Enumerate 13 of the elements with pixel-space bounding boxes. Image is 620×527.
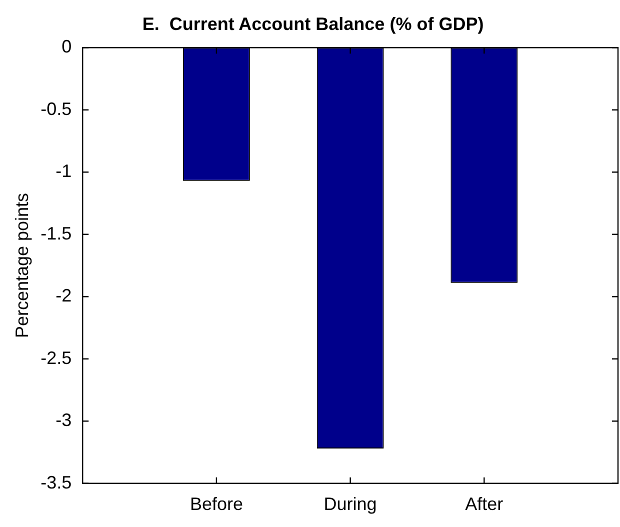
x-tick-label: After xyxy=(465,494,504,514)
y-tick-label: -3.5 xyxy=(40,472,72,492)
y-tick-label: -1 xyxy=(56,161,72,182)
y-tick-label: 0 xyxy=(62,36,72,57)
y-tick-label: -2.5 xyxy=(40,348,72,368)
y-axis-title: Percentage points xyxy=(12,192,32,338)
y-tick-label: -2 xyxy=(56,286,72,306)
chart-title: E. Current Account Balance (% of GDP) xyxy=(142,14,484,34)
x-tick-label: Before xyxy=(190,494,243,514)
y-tick-label: -3 xyxy=(56,410,72,430)
y-tick-label: -1.5 xyxy=(40,223,72,244)
y-tick-label: -0.5 xyxy=(40,98,72,119)
x-tick-label: During xyxy=(324,494,377,514)
